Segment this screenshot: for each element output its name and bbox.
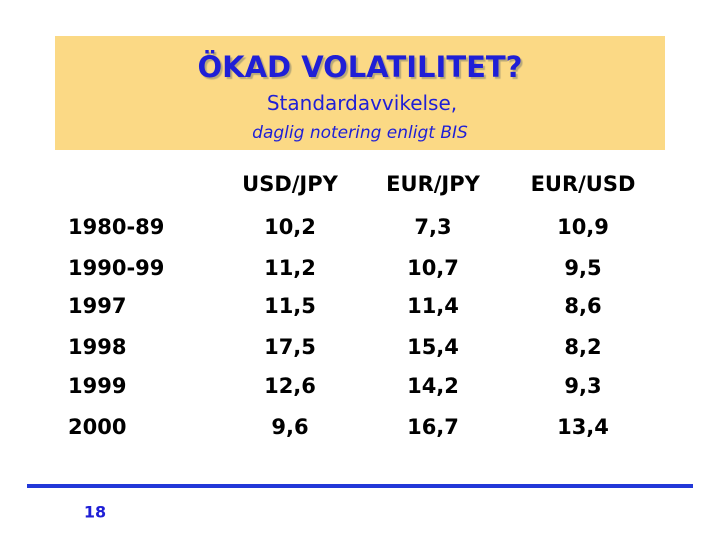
cell: 10,9 [557,215,609,239]
cell: 11,2 [264,256,316,280]
cell: 8,2 [564,335,602,359]
cell: 9,5 [564,256,602,280]
page-number: 18 [83,502,107,522]
cell: 14,2 [407,374,459,398]
row-label: 1998 [68,335,127,359]
cell: 10,7 [407,256,459,280]
cell: 8,6 [564,294,602,318]
cell: 12,6 [264,374,316,398]
row-label: 1999 [68,374,127,398]
cell: 9,3 [564,374,602,398]
title: ÖKAD VOLATILITET? [197,50,523,84]
cell: 11,5 [264,294,316,318]
column-header: USD/JPY [242,172,338,196]
row-label: 2000 [68,415,127,439]
footer-rule [27,484,693,488]
cell: 15,4 [407,335,459,359]
row-label: 1980-89 [68,215,165,239]
cell: 16,7 [407,415,459,439]
cell: 11,4 [407,294,459,318]
cell: 17,5 [264,335,316,359]
cell: 13,4 [557,415,609,439]
note: daglig notering enligt BIS [252,123,468,143]
row-label: 1997 [68,294,127,318]
row-label: 1990-99 [68,256,165,280]
subtitle: Standardavvikelse, [266,91,458,115]
column-header: EUR/USD [530,172,636,196]
cell: 10,2 [264,215,316,239]
cell: 7,3 [414,215,452,239]
column-header: EUR/JPY [386,172,480,196]
cell: 9,6 [271,415,309,439]
header-box [55,36,665,150]
